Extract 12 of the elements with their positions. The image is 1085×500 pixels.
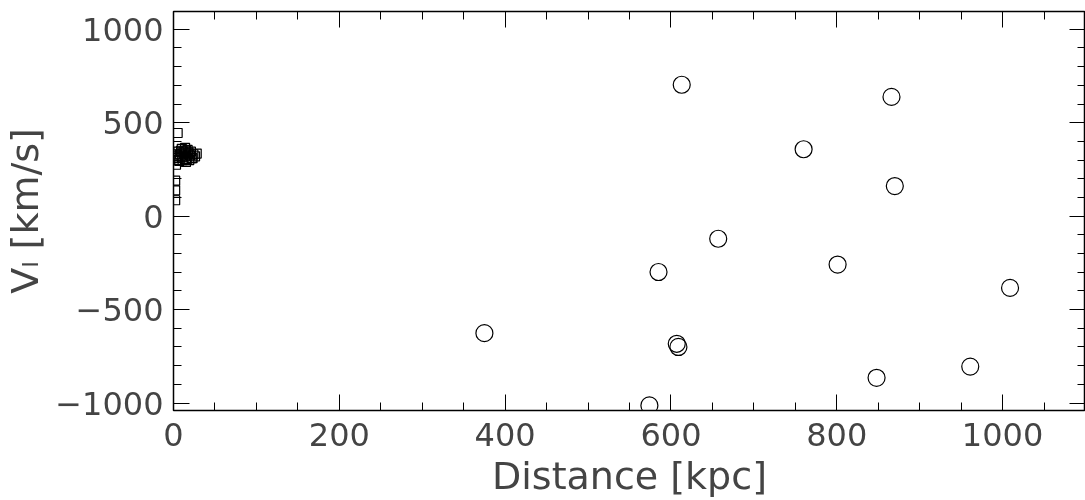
- y-tick-label: −1000: [55, 384, 164, 423]
- x-tick-label: 200: [308, 415, 370, 454]
- x-axis-title: Distance [kpc]: [492, 453, 767, 498]
- y-tick-label: −500: [75, 291, 164, 330]
- x-tick-label: 1000: [961, 415, 1044, 454]
- y-tick-label: 1000: [82, 10, 164, 49]
- y-axis-title: Vₗ [km/s]: [3, 128, 48, 294]
- y-tick-label: 500: [102, 104, 164, 143]
- x-tick-label: 800: [806, 415, 868, 454]
- x-tick-label: 400: [474, 415, 536, 454]
- x-tick-label: 600: [640, 415, 702, 454]
- y-tick-label: 0: [143, 197, 164, 236]
